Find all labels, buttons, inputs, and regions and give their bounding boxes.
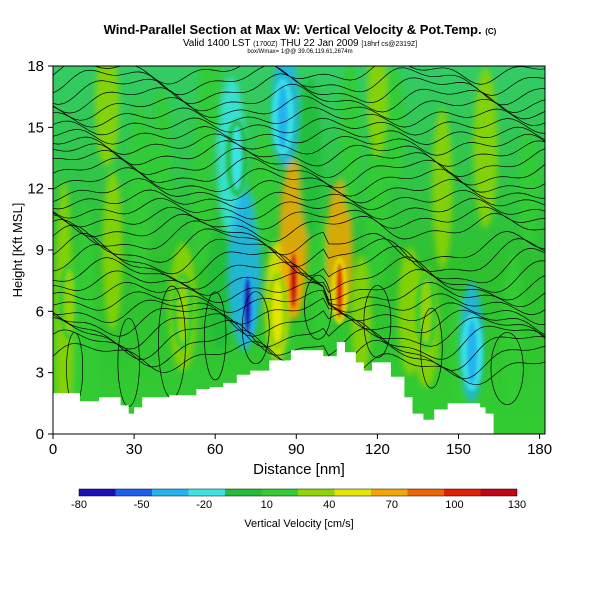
isentrope: [53, 66, 545, 85]
updraft-core-6: [64, 269, 75, 334]
isentrope: [53, 197, 545, 220]
isentrope: [53, 95, 545, 121]
isentrope: [53, 290, 545, 325]
velocity-field-blob: [297, 78, 322, 238]
velocity-field-blob: [127, 98, 152, 299]
contour-cell: [420, 307, 443, 389]
y-tick-label: 12: [27, 181, 44, 198]
x-tick-label: 30: [126, 441, 143, 458]
valid-time: Valid 1400 LST: [182, 38, 251, 49]
velocity-cores: [58, 78, 484, 391]
x-tick-label: 60: [207, 441, 224, 458]
x-tick-label: 180: [527, 441, 552, 458]
chart-subtitle: Valid 1400 LST (1700Z) THU 22 Jan 2009 […: [0, 38, 600, 49]
isentrope: [53, 126, 545, 145]
valid-date: THU 22 Jan 2009: [280, 38, 359, 49]
x-axis-label: Distance [nm]: [253, 461, 345, 478]
isentrope: [53, 312, 545, 360]
colorbar-ticks: -80 -50 -20 10 40 70 100 130: [71, 499, 526, 511]
x-tick-label: 0: [49, 441, 57, 458]
y-tick-label: 0: [36, 426, 44, 443]
isentrope: [53, 189, 545, 211]
y-tick-label: 3: [36, 365, 44, 382]
isentrope: [53, 219, 545, 263]
y-tick-label: 18: [27, 58, 44, 75]
isentrope: [53, 213, 545, 242]
y-axis: 0 3 6 9 12 15 18: [27, 58, 53, 443]
valid-utc: (1700Z): [253, 41, 278, 48]
x-tick-label: 120: [365, 441, 390, 458]
velocity-field-blob: [340, 66, 361, 218]
updraft-core-3: [272, 279, 283, 344]
isentrope: [53, 297, 545, 336]
colorbar-tick-label: 40: [323, 499, 335, 511]
run-info: [18hrf cs@2319Z]: [361, 41, 418, 48]
isentrope: [53, 244, 545, 293]
velocity-field-blob: [95, 66, 120, 167]
y-tick-label: 9: [36, 242, 44, 259]
velocity-field-blob: [73, 202, 98, 434]
velocity-field-blob: [365, 129, 390, 290]
downdraft-core: [244, 277, 252, 334]
isentrope: [53, 140, 545, 167]
colorbar-label: Vertical Velocity [cm/s]: [244, 518, 353, 530]
x-tick-label: 150: [446, 441, 471, 458]
colorbar-tick-label: -50: [134, 499, 150, 511]
chart-title-tag: (C): [485, 27, 497, 36]
isentrope: [53, 257, 545, 301]
isentrope: [53, 133, 545, 156]
velocity-field-blob: [473, 67, 498, 228]
isentrope: [53, 117, 545, 136]
colorbar-tick-label: 10: [261, 499, 273, 511]
isentrope: [53, 107, 545, 128]
heatmap-plot-area: [53, 66, 545, 434]
isentrope: [53, 206, 545, 230]
velocity-field-blob: [502, 251, 523, 412]
colorbar-tick-label: 100: [445, 499, 463, 511]
colorbar-tick-label: 130: [508, 499, 526, 511]
isentrope: [53, 66, 545, 96]
colorbar-tick-label: -20: [196, 499, 212, 511]
colorbar-tick-label: -80: [71, 499, 87, 511]
terrain-profile: [53, 342, 545, 434]
contour-cell: [241, 291, 270, 365]
velocity-field-blob: [432, 108, 453, 269]
x-axis: 0 30 60 90 120 150 180: [49, 434, 552, 458]
colorbar-gradient: [78, 488, 518, 497]
downdraft-upper-2: [231, 126, 242, 190]
chart-title: Wind-Parallel Section at Max W: Vertical…: [0, 22, 600, 37]
x-tick-label: 90: [288, 441, 305, 458]
y-axis-label: Height [Kft MSL]: [10, 203, 25, 298]
contour-cell: [363, 285, 392, 358]
y-tick-label: 15: [27, 119, 44, 136]
velocity-field-blob: [251, 128, 276, 249]
velocity-field-blob: [351, 255, 372, 376]
updraft-core-5: [421, 279, 432, 344]
isentrope: [53, 232, 545, 284]
isentrope: [53, 157, 545, 189]
isentrope: [53, 282, 545, 315]
isentrope: [53, 83, 545, 114]
isentrope: [53, 224, 545, 272]
colorbar: -80 -50 -20 10 40 70 100 130 Vertical Velocity …: [71, 488, 526, 530]
location-info: box/Wmax= 1@@ 39.06,119.61,2674m: [247, 49, 353, 55]
contour-cell: [204, 291, 227, 381]
isentrope: [53, 317, 545, 371]
downdraft-upper: [277, 85, 288, 150]
isentrope: [53, 270, 545, 308]
y-tick-label: 6: [36, 303, 44, 320]
contour-cell: [304, 274, 332, 340]
colorbar-tick-label: 70: [386, 499, 398, 511]
contour-cell: [490, 332, 524, 405]
chart-title-text: Wind-Parallel Section at Max W: Vertical…: [103, 22, 482, 37]
isentrope: [53, 147, 545, 179]
